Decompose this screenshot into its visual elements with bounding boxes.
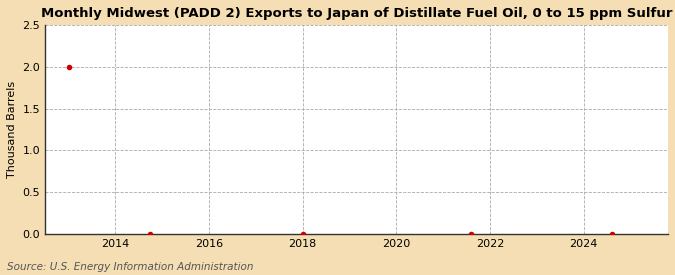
Y-axis label: Thousand Barrels: Thousand Barrels [7,81,17,178]
Point [606,232,617,236]
Point [145,232,156,236]
Point [297,232,308,236]
Title: Monthly Midwest (PADD 2) Exports to Japan of Distillate Fuel Oil, 0 to 15 ppm Su: Monthly Midwest (PADD 2) Exports to Japa… [40,7,672,20]
Point [466,232,477,236]
Point [63,65,74,69]
Text: Source: U.S. Energy Information Administration: Source: U.S. Energy Information Administ… [7,262,253,272]
